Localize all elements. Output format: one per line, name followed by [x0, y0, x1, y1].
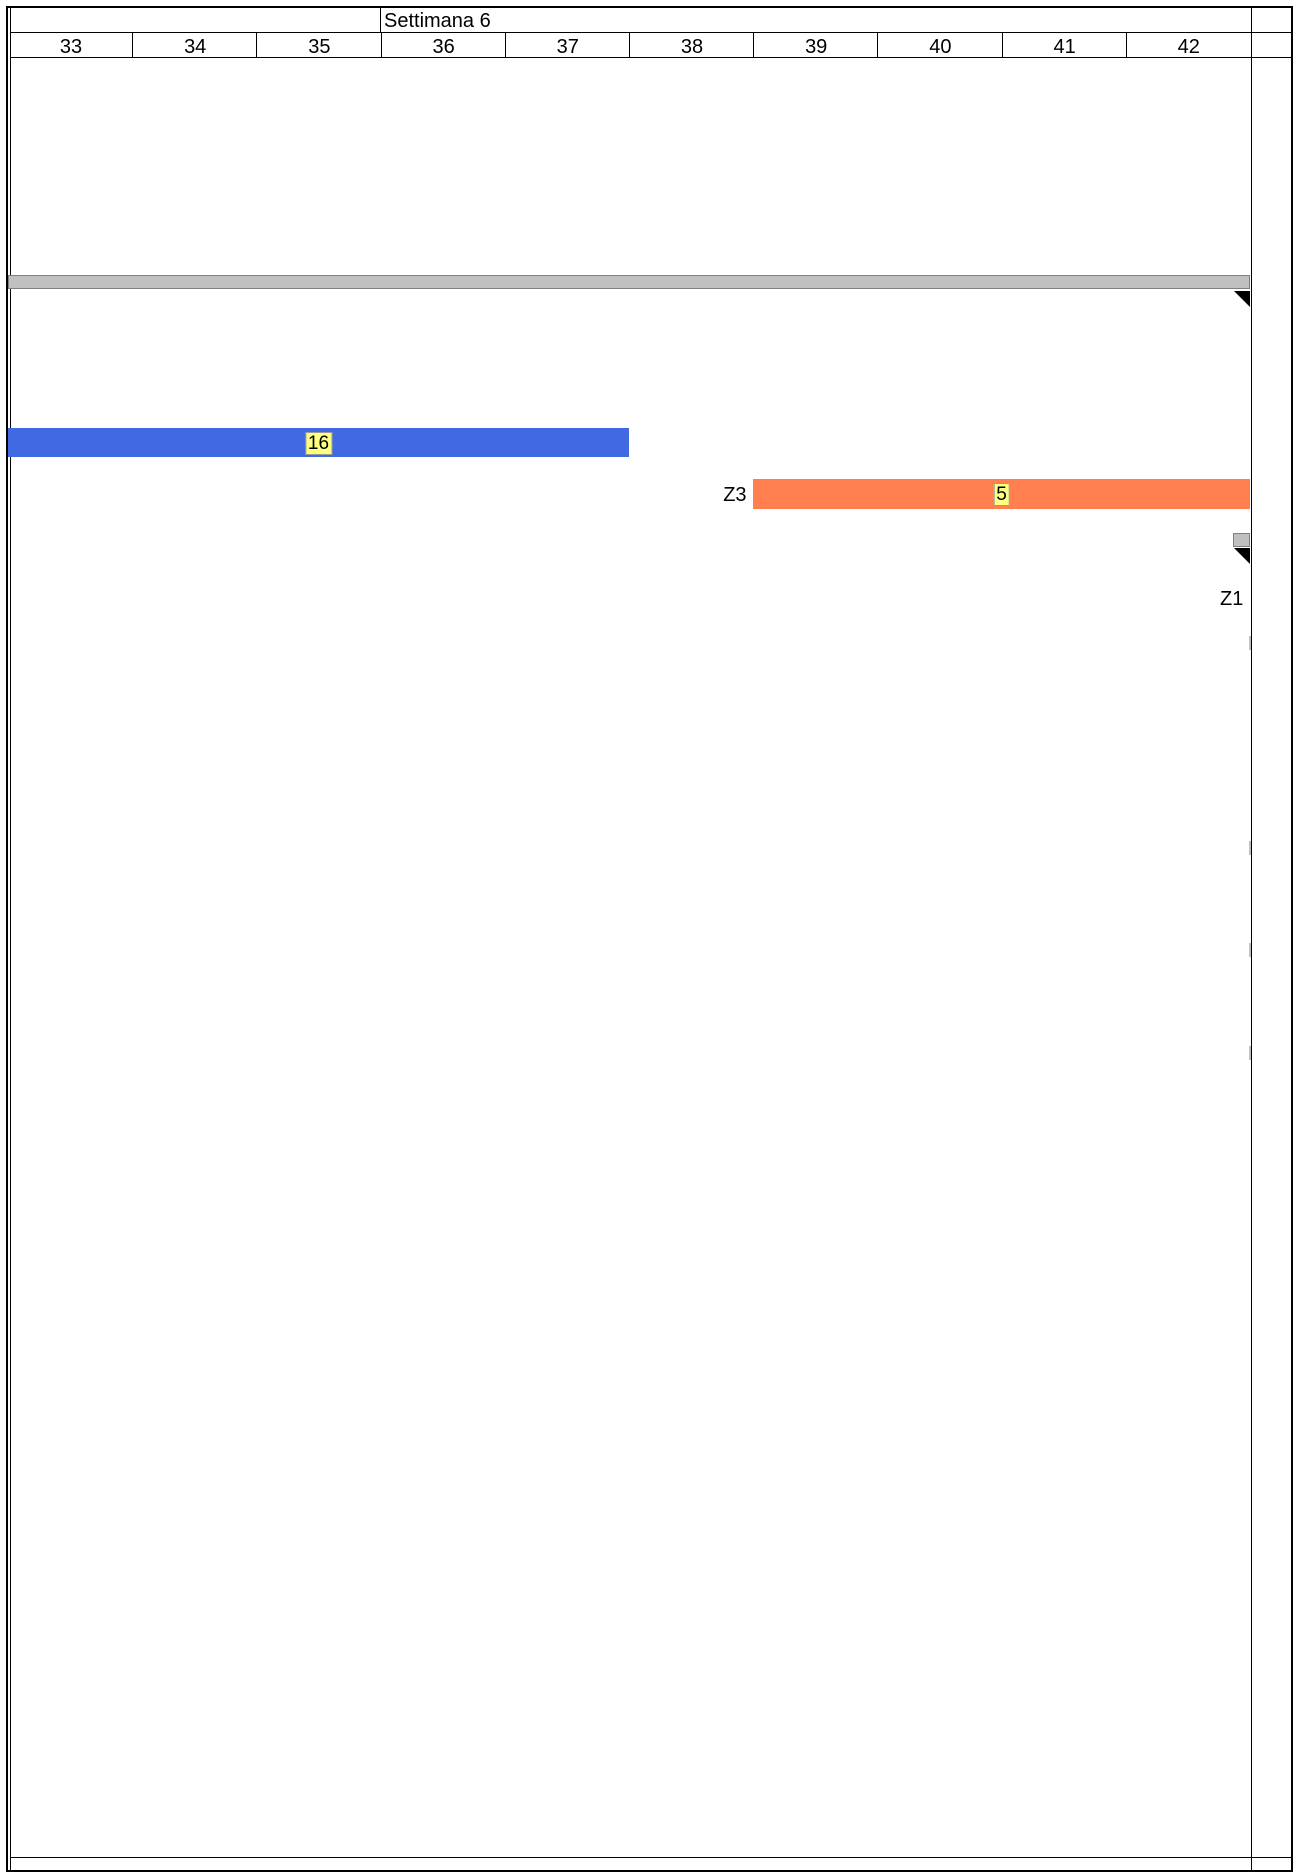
row-tick [1249, 1046, 1251, 1060]
header-divider [10, 32, 1291, 33]
header-bottom-line [10, 57, 1291, 58]
frame-inner-border [10, 6, 11, 1872]
day-divider [629, 33, 630, 57]
week-label: Settimana 6 [384, 10, 491, 32]
chart-frame [6, 6, 1293, 1872]
task-bar-orange-side-label: Z3 [723, 484, 747, 506]
day-label-42: 42 [1177, 36, 1200, 58]
day-divider [1126, 33, 1127, 57]
day-divider [256, 33, 257, 57]
day-divider [1002, 33, 1003, 57]
row-tick [1249, 841, 1251, 855]
day-divider [753, 33, 754, 57]
milestone-end-marker [1234, 548, 1250, 564]
task-bar-orange-label: 5 [993, 483, 1010, 506]
day-label-33: 33 [59, 36, 83, 58]
day-divider [877, 33, 878, 57]
summary-bar[interactable] [8, 275, 1250, 289]
day-divider [505, 33, 506, 57]
milestone-bar[interactable] [1232, 533, 1250, 547]
day-label-34: 34 [184, 36, 207, 58]
day-label-40: 40 [929, 36, 952, 58]
day-divider [381, 33, 382, 57]
day-label-35: 35 [308, 36, 331, 58]
day-label-36: 36 [432, 36, 455, 58]
row-tick [1249, 943, 1251, 957]
summary-end-marker [1234, 291, 1250, 307]
footer-line [10, 1857, 1291, 1858]
row-tick [1249, 636, 1251, 650]
day-label-41: 41 [1053, 36, 1076, 58]
day-label-37: 37 [556, 36, 579, 58]
day-label-38: 38 [680, 36, 704, 58]
milestone-side-label: Z1 [1220, 588, 1244, 610]
day-divider [132, 33, 133, 57]
week-start-line [380, 8, 381, 32]
day-label-39: 39 [805, 36, 828, 58]
right-column-line [1251, 8, 1252, 1872]
task-bar-blue-label: 16 [304, 432, 333, 455]
